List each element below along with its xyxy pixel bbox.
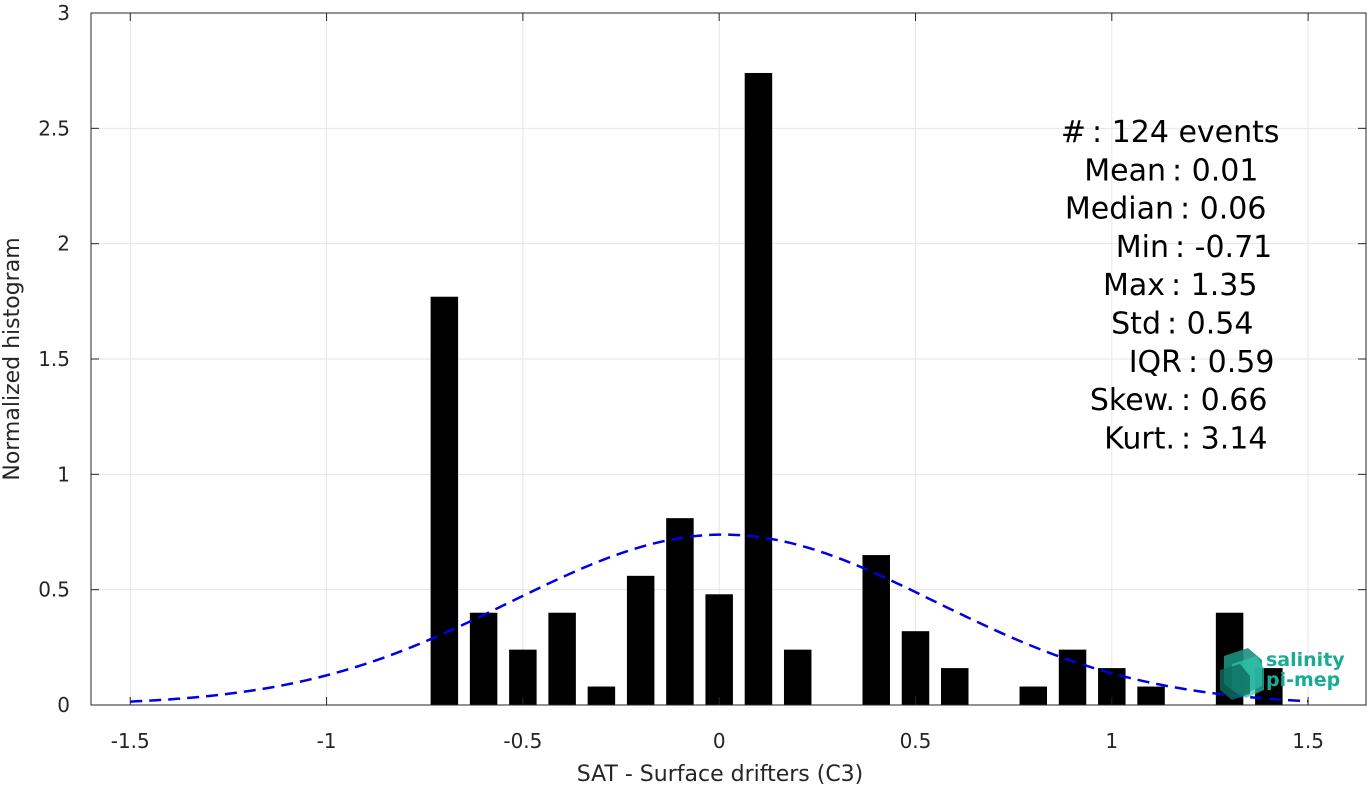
histogram-bar bbox=[469, 612, 498, 705]
histogram-bar bbox=[587, 686, 616, 705]
logo-line2: pi-mep bbox=[1266, 669, 1340, 691]
salinity-pi-mep-logo: salinity pi-mep bbox=[1220, 648, 1345, 700]
histogram-bar bbox=[430, 296, 459, 705]
x-axis-label: SAT - Surface drifters (C3) bbox=[577, 762, 864, 785]
stat-label: Skew. bbox=[1090, 383, 1175, 418]
logo-line1: salinity bbox=[1266, 649, 1345, 671]
histogram-bar bbox=[548, 612, 576, 705]
axis-ticks bbox=[91, 12, 1366, 706]
stat-value: : 0.54 bbox=[1167, 307, 1253, 342]
logo-cube-icon bbox=[1220, 648, 1264, 700]
histogram-bar bbox=[862, 555, 890, 705]
stat-label: IQR bbox=[1129, 345, 1182, 380]
y-tick-label: 0 bbox=[57, 693, 70, 717]
y-tick-labels: 0 0.5 1 1.5 2 2.5 3 bbox=[38, 1, 70, 717]
y-axis-label: Normalized histogram bbox=[0, 237, 25, 480]
stat-label: # bbox=[1061, 115, 1086, 150]
stat-label: Mean bbox=[1084, 153, 1166, 188]
histogram-bar bbox=[626, 575, 655, 705]
y-tick-label: 2 bbox=[57, 232, 70, 256]
stat-value: : 1.35 bbox=[1171, 268, 1257, 303]
stat-value: : 0.06 bbox=[1180, 192, 1266, 227]
y-tick-label: 1.5 bbox=[38, 347, 70, 371]
stat-value: : 0.66 bbox=[1181, 383, 1267, 418]
x-tick-label: -0.5 bbox=[503, 729, 542, 753]
histogram-bar bbox=[1019, 686, 1048, 705]
x-tick-label: 0.5 bbox=[900, 729, 932, 753]
histogram-bars bbox=[430, 72, 1283, 706]
stat-label: Std bbox=[1111, 307, 1161, 342]
gaussian-fit-curve bbox=[130, 533, 1309, 703]
stat-label: Kurt. bbox=[1104, 421, 1175, 456]
y-tick-label: 2.5 bbox=[38, 116, 70, 140]
stat-label: Min bbox=[1116, 230, 1169, 265]
histogram-bar bbox=[705, 594, 733, 705]
stat-label: Median bbox=[1065, 192, 1174, 227]
histogram-bar bbox=[941, 668, 969, 705]
x-tick-label: 0 bbox=[713, 729, 726, 753]
x-tick-label: 1 bbox=[1105, 729, 1118, 753]
stat-value: : 0.01 bbox=[1172, 153, 1258, 188]
y-tick-label: 3 bbox=[57, 1, 70, 25]
histogram-bar bbox=[901, 631, 930, 705]
histogram-bar bbox=[1058, 649, 1087, 705]
histogram-bar bbox=[783, 649, 812, 705]
y-tick-label: 1 bbox=[57, 462, 70, 486]
histogram-bar bbox=[509, 649, 537, 705]
stat-value: : 0.59 bbox=[1188, 345, 1274, 380]
stat-value: : 124 events bbox=[1092, 115, 1280, 150]
histogram-bar bbox=[666, 518, 694, 705]
histogram-bar bbox=[1137, 686, 1165, 705]
x-tick-label: -1.5 bbox=[111, 729, 150, 753]
stat-value: : 3.14 bbox=[1181, 421, 1267, 456]
y-tick-label: 0.5 bbox=[38, 578, 70, 602]
x-tick-label: 1.5 bbox=[1292, 729, 1324, 753]
stat-label: Max bbox=[1103, 268, 1165, 303]
x-tick-label: -1 bbox=[317, 729, 337, 753]
x-tick-labels: -1.5 -1 -0.5 0 0.5 1 1.5 bbox=[111, 729, 1324, 753]
stat-value: : -0.71 bbox=[1175, 230, 1272, 265]
histogram-bar bbox=[744, 72, 773, 706]
